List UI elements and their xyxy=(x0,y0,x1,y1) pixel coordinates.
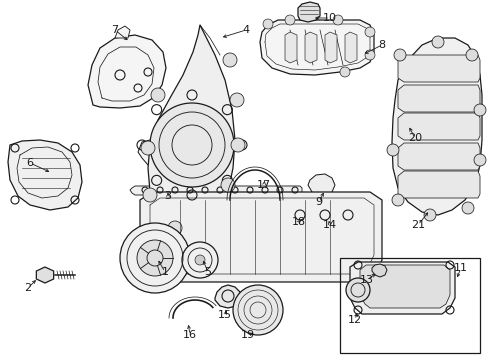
Text: 20: 20 xyxy=(407,133,421,143)
Text: 21: 21 xyxy=(410,220,424,230)
Circle shape xyxy=(182,242,218,278)
Circle shape xyxy=(461,202,473,214)
Text: 13: 13 xyxy=(359,275,373,285)
Circle shape xyxy=(285,15,294,25)
Circle shape xyxy=(393,49,405,61)
Circle shape xyxy=(423,209,435,221)
Text: 2: 2 xyxy=(24,283,32,293)
Text: 9: 9 xyxy=(315,197,322,207)
Bar xyxy=(339,258,479,353)
Text: 17: 17 xyxy=(256,180,270,190)
Circle shape xyxy=(465,49,477,61)
Circle shape xyxy=(364,50,374,60)
Circle shape xyxy=(137,240,173,276)
Polygon shape xyxy=(359,265,449,308)
Text: 5: 5 xyxy=(204,267,211,277)
Polygon shape xyxy=(397,171,479,198)
Circle shape xyxy=(195,255,204,265)
Circle shape xyxy=(339,67,349,77)
Text: 3: 3 xyxy=(164,191,171,201)
Circle shape xyxy=(223,53,237,67)
Polygon shape xyxy=(215,285,240,308)
Polygon shape xyxy=(391,38,481,215)
Polygon shape xyxy=(280,195,359,232)
Polygon shape xyxy=(8,140,82,210)
Polygon shape xyxy=(397,55,479,82)
Polygon shape xyxy=(138,140,164,168)
Polygon shape xyxy=(115,26,130,38)
Polygon shape xyxy=(371,264,386,277)
Circle shape xyxy=(150,103,234,187)
Text: 14: 14 xyxy=(322,220,336,230)
Circle shape xyxy=(141,141,155,155)
Text: 10: 10 xyxy=(323,13,336,23)
Circle shape xyxy=(431,36,443,48)
Polygon shape xyxy=(289,202,313,222)
Text: 19: 19 xyxy=(241,330,255,340)
Polygon shape xyxy=(285,32,296,63)
Circle shape xyxy=(230,138,244,152)
Polygon shape xyxy=(345,32,356,63)
Circle shape xyxy=(473,104,485,116)
Text: 4: 4 xyxy=(242,25,249,35)
Text: 1: 1 xyxy=(161,267,168,277)
Circle shape xyxy=(364,27,374,37)
Text: 12: 12 xyxy=(347,315,361,325)
Circle shape xyxy=(142,188,157,202)
Text: 18: 18 xyxy=(291,217,305,227)
Circle shape xyxy=(229,93,244,107)
Circle shape xyxy=(332,15,342,25)
Text: 15: 15 xyxy=(218,310,231,320)
Circle shape xyxy=(221,178,235,192)
Polygon shape xyxy=(148,25,235,230)
Polygon shape xyxy=(325,32,336,63)
Text: 7: 7 xyxy=(111,25,118,35)
Polygon shape xyxy=(297,2,319,22)
Polygon shape xyxy=(397,113,479,140)
Polygon shape xyxy=(140,192,381,282)
Text: 8: 8 xyxy=(378,40,385,50)
Circle shape xyxy=(346,278,369,302)
Circle shape xyxy=(391,194,403,206)
Circle shape xyxy=(263,19,272,29)
Polygon shape xyxy=(397,143,479,170)
Text: 16: 16 xyxy=(183,330,197,340)
Circle shape xyxy=(473,154,485,166)
Polygon shape xyxy=(305,32,316,63)
Polygon shape xyxy=(36,267,54,283)
Polygon shape xyxy=(88,35,165,108)
Circle shape xyxy=(386,144,398,156)
Polygon shape xyxy=(349,262,454,314)
Circle shape xyxy=(232,285,283,335)
Circle shape xyxy=(168,221,182,235)
Circle shape xyxy=(120,223,190,293)
Polygon shape xyxy=(307,174,334,196)
Circle shape xyxy=(151,88,164,102)
Text: 11: 11 xyxy=(453,263,467,273)
Polygon shape xyxy=(260,20,373,75)
Polygon shape xyxy=(397,85,479,112)
Polygon shape xyxy=(130,186,302,195)
Text: 6: 6 xyxy=(26,158,34,168)
